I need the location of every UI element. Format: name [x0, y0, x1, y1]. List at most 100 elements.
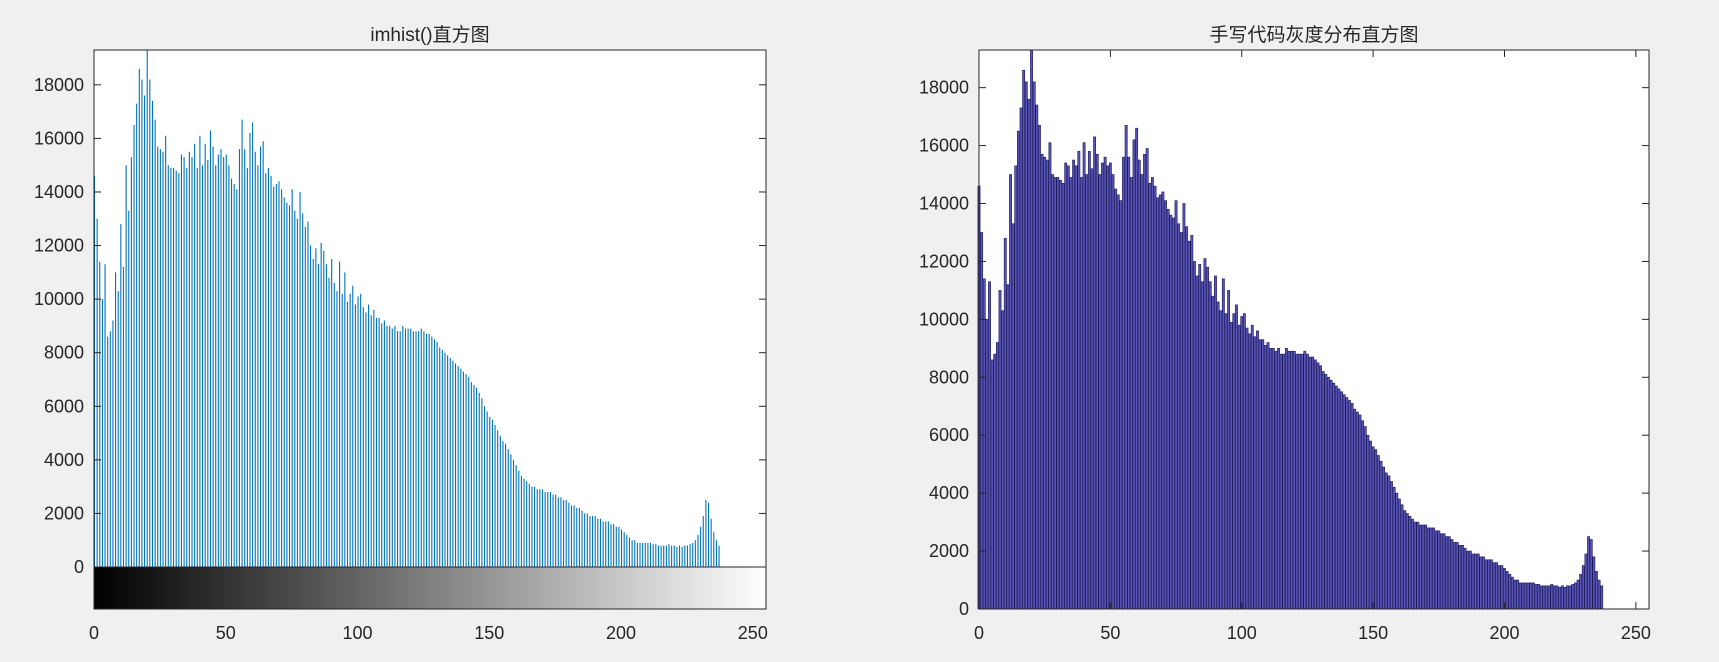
histogram-bar	[1156, 197, 1160, 610]
histogram-bar	[1458, 544, 1462, 610]
axis-ticks: 0200040006000800010000120001400016000180…	[919, 50, 1651, 643]
histogram-bar	[1177, 223, 1181, 610]
histogram-bar	[1030, 49, 1033, 610]
histogram-bar	[1072, 159, 1075, 610]
histogram-bar	[1001, 310, 1005, 610]
histogram-bar	[1574, 582, 1577, 610]
histogram-bar	[1424, 524, 1428, 610]
histogram-bar	[1545, 585, 1548, 610]
histogram-bar	[1442, 533, 1446, 610]
histogram-bar	[1566, 585, 1569, 610]
histogram-bar	[1376, 455, 1380, 610]
histogram-bar	[1510, 576, 1514, 610]
histogram-bar	[1316, 362, 1320, 610]
histogram-bar	[1387, 475, 1391, 610]
histogram-bar	[1445, 536, 1449, 610]
histogram-bar	[1124, 125, 1128, 610]
histogram-bar	[1116, 194, 1120, 610]
histogram-bar	[988, 281, 991, 610]
histogram-bar	[1568, 585, 1572, 610]
histogram-bar	[1589, 539, 1593, 610]
histogram-bar	[1069, 177, 1073, 610]
histogram-bar	[1550, 584, 1554, 610]
chart-title: 手写代码灰度分布直方图	[1209, 24, 1418, 46]
histogram-bar	[1447, 536, 1451, 610]
histogram-bar	[1521, 582, 1525, 610]
histogram-bar	[1476, 553, 1480, 610]
histogram-bar	[1200, 281, 1204, 610]
histogram-bar	[1513, 579, 1517, 610]
y-tick-label: 4000	[929, 483, 969, 503]
histogram-bar	[1295, 353, 1299, 610]
histogram-bar	[1137, 159, 1141, 610]
histogram-bar	[1203, 258, 1207, 610]
y-tick-label: 10000	[34, 289, 84, 309]
histogram-bar	[1421, 524, 1425, 610]
histogram-bar	[1355, 411, 1359, 610]
y-tick-label: 14000	[919, 194, 969, 214]
histogram-bar	[1277, 348, 1280, 610]
histogram-bar	[1313, 359, 1317, 610]
histogram-bar	[1587, 536, 1590, 610]
histogram-bar	[1581, 565, 1585, 610]
x-tick-label: 50	[216, 623, 236, 643]
histogram-bar	[1429, 527, 1433, 610]
x-tick-label: 100	[1227, 623, 1257, 643]
histogram-bar	[1482, 556, 1485, 610]
histogram-bar	[1397, 498, 1401, 610]
histogram-bar	[1492, 562, 1496, 610]
histogram-bar	[1090, 168, 1094, 610]
histogram-bar	[1516, 579, 1520, 610]
histogram-bar	[1108, 162, 1112, 610]
histogram-bar	[1006, 284, 1010, 610]
histogram-bar	[1342, 394, 1346, 610]
histogram-bar	[1187, 240, 1191, 610]
histogram-bar	[1009, 174, 1012, 610]
histogram-bar	[1190, 235, 1194, 610]
histogram-bar	[1093, 136, 1097, 610]
histogram-bar	[1558, 586, 1562, 610]
histogram-bar	[1214, 275, 1217, 610]
histogram-bar	[1571, 584, 1575, 610]
histogram-bar	[1035, 104, 1039, 610]
histogram-bar	[1158, 194, 1162, 610]
x-tick-label: 150	[474, 623, 504, 643]
histogram-bar	[1334, 385, 1338, 610]
histogram-bar	[1140, 174, 1144, 610]
histogram-bar	[1114, 188, 1118, 610]
histogram-bar	[1474, 553, 1477, 610]
histogram-bar	[1103, 156, 1107, 610]
histogram-bar	[1053, 177, 1057, 610]
histogram-bar	[1285, 348, 1288, 610]
x-tick-label: 200	[606, 623, 636, 643]
histogram-bar	[1597, 579, 1601, 610]
histogram-bar	[1011, 223, 1015, 610]
histogram-bar	[1080, 177, 1083, 610]
y-tick-label: 16000	[919, 136, 969, 156]
y-tick-label: 10000	[919, 309, 969, 329]
histogram-bar	[1395, 492, 1399, 610]
histogram-bar	[1266, 342, 1270, 610]
histogram-bar	[1172, 217, 1175, 610]
histogram-bar	[1235, 304, 1238, 610]
histogram-bar	[1232, 313, 1236, 610]
histogram-bar	[1282, 353, 1286, 610]
histogram-bar	[1392, 487, 1396, 610]
histogram-bar	[1332, 382, 1336, 610]
histogram-bar	[1261, 339, 1265, 610]
x-tick-label: 200	[1489, 623, 1519, 643]
histogram-bar	[1390, 481, 1393, 610]
y-tick-label: 12000	[34, 236, 84, 256]
histogram-bar	[1253, 336, 1257, 610]
histogram-bar	[1227, 290, 1231, 610]
histogram-bar	[1353, 408, 1357, 610]
histogram-bar	[1027, 98, 1031, 610]
histogram-bar	[1484, 559, 1488, 610]
histogram-bar	[1303, 350, 1307, 610]
histogram-bar	[1505, 571, 1509, 610]
y-tick-label: 4000	[44, 450, 84, 470]
histogram-panel-imhist: 0200040006000800010000120001400016000180…	[34, 24, 768, 643]
x-tick-label: 50	[1100, 623, 1120, 643]
histogram-bar	[1195, 275, 1199, 610]
histogram-bar	[1487, 559, 1491, 610]
